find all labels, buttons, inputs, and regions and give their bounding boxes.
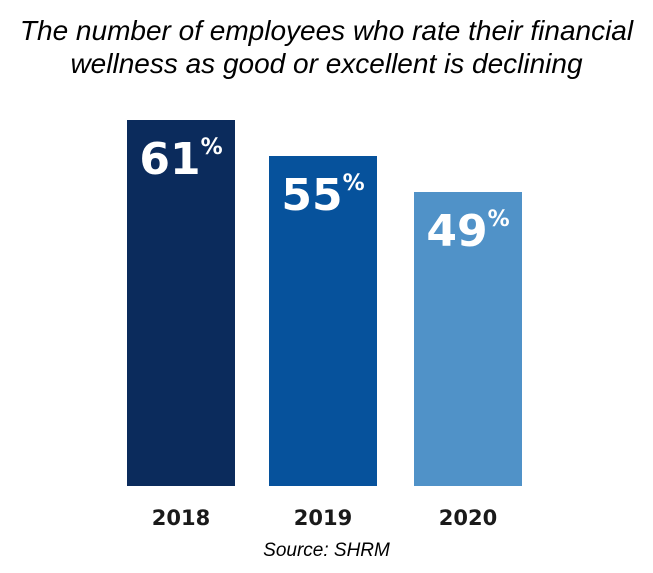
bar-value-label-2020: 49% xyxy=(426,206,509,257)
category-label-2019: 2019 xyxy=(294,506,352,530)
source-note: Source: SHRM xyxy=(263,540,390,561)
category-label-2018: 2018 xyxy=(152,506,210,530)
bar-2020 xyxy=(414,192,522,486)
bar-2019 xyxy=(269,156,377,486)
chart-title-line-2: wellness as good or excellent is declini… xyxy=(70,48,583,79)
bar-2018 xyxy=(127,120,235,486)
category-label-2020: 2020 xyxy=(439,506,497,530)
bar-value-label-2019: 55% xyxy=(281,170,364,221)
chart-title-line-1: The number of employees who rate their f… xyxy=(19,15,634,46)
bar-value-label-2018: 61% xyxy=(139,134,222,185)
chart-title: The number of employees who rate their f… xyxy=(0,14,653,80)
